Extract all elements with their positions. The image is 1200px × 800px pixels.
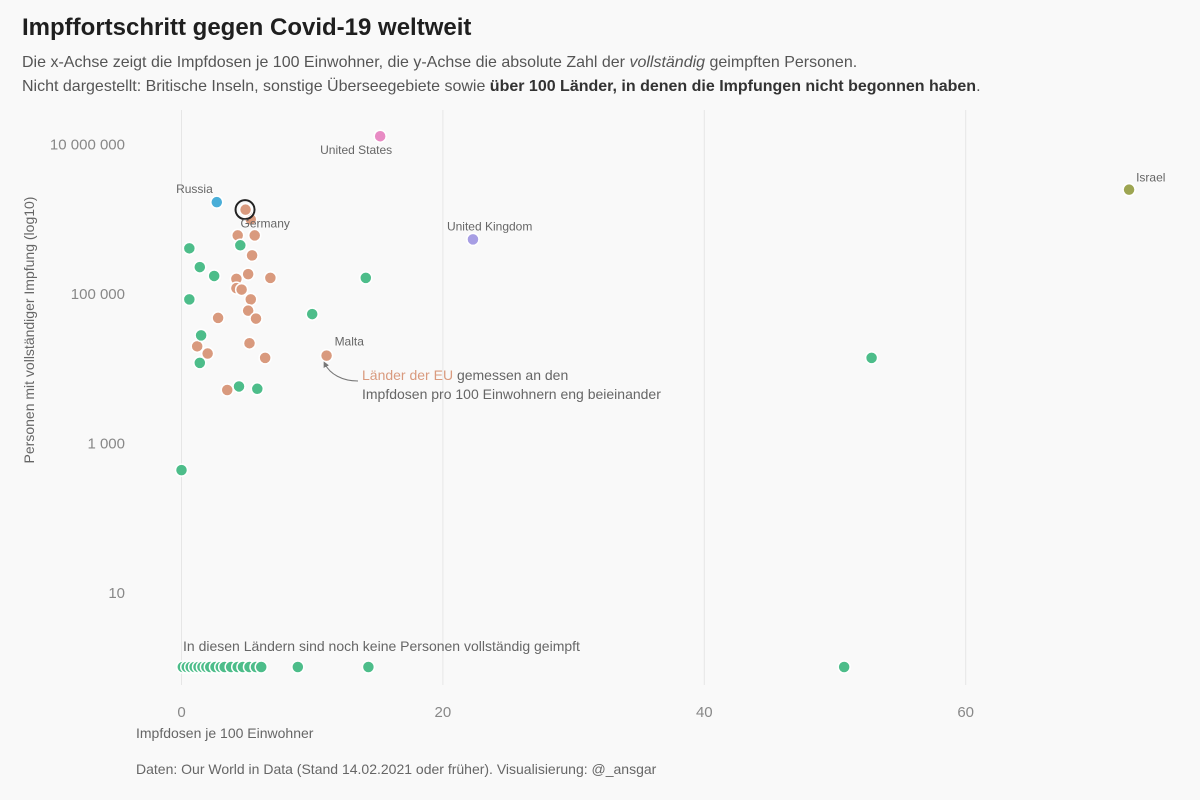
- point-israel: [1122, 182, 1136, 197]
- country-point: [864, 351, 879, 365]
- country-point: [174, 463, 189, 477]
- eu-country-point: [258, 351, 272, 365]
- eu-country-point: [249, 311, 263, 326]
- eu-country-point: [234, 282, 249, 297]
- eu-country-point: [241, 267, 255, 281]
- chart-subtitle-line-2: Nicht dargestellt: Britische Inseln, son…: [22, 78, 981, 96]
- country-point: [207, 269, 221, 283]
- subtitle-text: geimpften Personen.: [705, 54, 858, 71]
- y-tick-label: 100 000: [71, 286, 125, 303]
- subtitle-bold: über 100 Länder, in denen die Impfungen …: [489, 78, 977, 95]
- zero-band-label: In diesen Ländern sind noch keine Person…: [183, 638, 580, 654]
- country-point: [250, 382, 265, 396]
- grid-lines: [181, 110, 967, 685]
- label-russia: Russia: [176, 182, 213, 196]
- label-united-kingdom: United Kingdom: [447, 219, 532, 233]
- label-israel: Israel: [1136, 171, 1165, 185]
- highlight-ring: [234, 199, 256, 221]
- country-point: [193, 356, 207, 370]
- zero-point: [254, 660, 268, 674]
- y-tick-label: 1 000: [87, 436, 125, 453]
- eu-country-point: [242, 336, 257, 350]
- label-united-states: United States: [320, 143, 392, 157]
- annotation-highlight: Länder der EU: [362, 367, 453, 383]
- point-malta: [319, 348, 334, 363]
- y-axis-label: Personen mit vollständiger Impfung (log1…: [21, 197, 37, 464]
- y-tick-label: 10 000 000: [50, 137, 125, 154]
- zero-point: [291, 660, 305, 674]
- subtitle-text: Nicht dargestellt: Britische Inseln, son…: [22, 78, 490, 95]
- eu-country-point: [211, 311, 225, 325]
- point-united-states: [373, 129, 387, 143]
- label-germany: Germany: [241, 217, 290, 231]
- subtitle-text: Die x-Achse zeigt die Impfdosen je 100 E…: [22, 54, 630, 71]
- country-point: [305, 307, 319, 321]
- country-point: [232, 379, 246, 394]
- country-point: [194, 328, 208, 343]
- zero-vaccinated-points: [176, 660, 851, 674]
- x-tick-label: 60: [957, 704, 974, 721]
- eu-country-point: [241, 303, 255, 318]
- x-axis-label: Impfdosen je 100 Einwohner: [136, 725, 314, 741]
- point-russia: [210, 195, 224, 209]
- annotation-text: gemessen an den: [453, 367, 568, 383]
- subtitle-emphasis: vollständig: [629, 54, 706, 71]
- annotation-line-2: Impfdosen pro 100 Einwohnern eng beieina…: [362, 386, 661, 402]
- country-point: [182, 292, 197, 307]
- subtitle-text: .: [976, 78, 981, 95]
- eu-country-point: [245, 248, 259, 263]
- zero-point: [837, 660, 851, 674]
- axis-ticks: 0 20 40 60 10 1 000 100 000 10 000 000: [50, 137, 974, 721]
- y-tick-label: 10: [108, 585, 125, 602]
- zero-point: [361, 660, 376, 674]
- country-point: [359, 271, 373, 285]
- point-united-kingdom: [466, 232, 480, 247]
- annotation-line-1: Länder der EU gemessen an den: [362, 367, 568, 383]
- x-tick-label: 40: [696, 704, 713, 721]
- label-malta: Malta: [335, 335, 365, 349]
- country-point: [233, 238, 248, 253]
- country-point: [193, 260, 207, 274]
- point-germany: [238, 202, 253, 217]
- eu-country-point: [247, 228, 262, 243]
- eu-country-point: [244, 292, 258, 307]
- data-points: [174, 204, 879, 477]
- eu-country-point: [220, 383, 234, 397]
- labeled-points: United States Israel Russia United Kingdom G…: [176, 129, 1165, 363]
- country-point: [182, 241, 197, 256]
- chart-title: Impffortschritt gegen Covid-19 weltweit: [22, 14, 472, 41]
- eu-country-point: [200, 346, 215, 361]
- chart-subtitle-line-1: Die x-Achse zeigt die Impfdosen je 100 E…: [22, 54, 857, 72]
- x-tick-label: 20: [435, 704, 452, 721]
- data-source-footer: Daten: Our World in Data (Stand 14.02.20…: [136, 761, 657, 777]
- eu-annotation: Länder der EU gemessen an den Impfdosen …: [323, 361, 661, 402]
- annotation-arrow: [323, 361, 359, 382]
- x-tick-label: 0: [177, 704, 185, 721]
- eu-country-point: [263, 271, 278, 285]
